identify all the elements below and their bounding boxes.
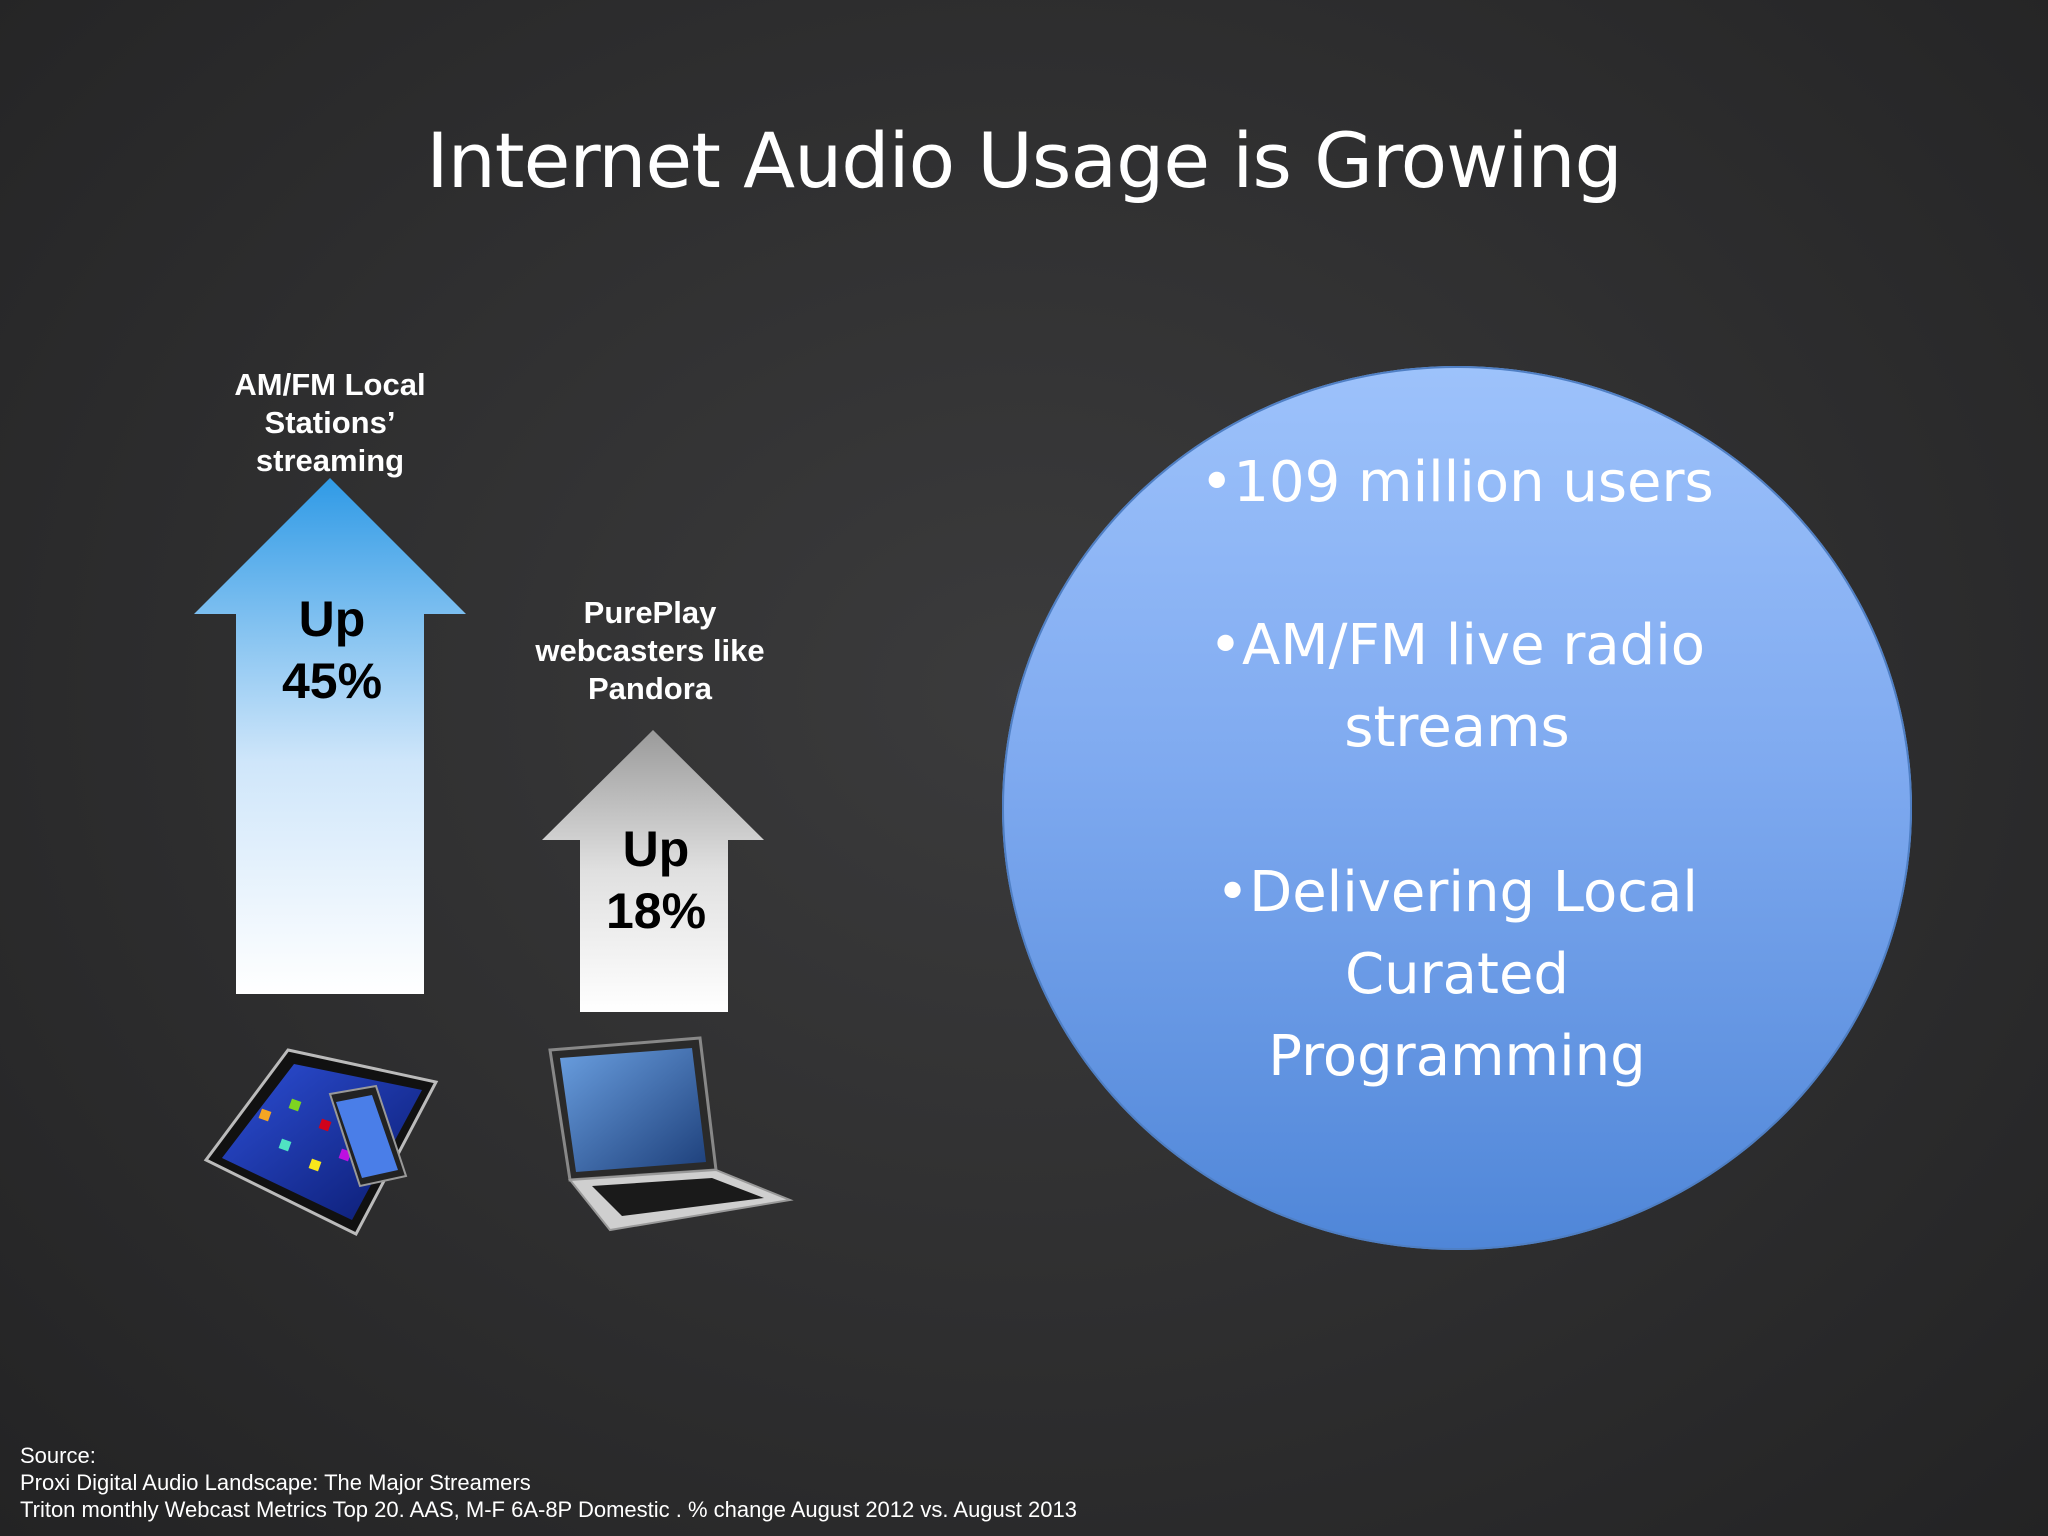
amfm-growth-line: Up <box>298 591 366 647</box>
circle-bullet-programming: •Delivering Local Curated Programming <box>1002 852 1912 1098</box>
pureplay-growth-line: 18% <box>605 883 707 939</box>
amfm-label-line: AM/FM Local <box>234 367 426 402</box>
amfm-growth-line: 45% <box>281 653 383 709</box>
amfm-label-line: streaming <box>255 443 405 478</box>
laptop-icon <box>548 1036 794 1232</box>
pureplay-label-line: webcasters like <box>535 633 765 668</box>
pureplay-growth-value: Up 18% <box>556 818 756 942</box>
amfm-growth-arrow-icon <box>194 478 466 994</box>
bullet-line: •AM/FM live radio <box>1208 613 1706 678</box>
highlights-circle <box>1002 366 1912 1250</box>
bullet-line: •Delivering Local <box>1216 860 1698 925</box>
bullet-line: streams <box>1344 695 1570 760</box>
pureplay-arrow-label: PurePlay webcasters like Pandora <box>510 594 790 708</box>
amfm-label-line: Stations’ <box>264 405 396 440</box>
circle-bullet-users: •109 million users <box>1002 442 1912 524</box>
pureplay-label-line: Pandora <box>587 671 713 706</box>
tablet-and-phone-icon <box>203 1048 439 1236</box>
bullet-line: •109 million users <box>1200 450 1714 515</box>
pureplay-label-line: PurePlay <box>583 595 717 630</box>
amfm-arrow-label: AM/FM Local Stations’ streaming <box>200 366 460 480</box>
source-footnote: Source: Proxi Digital Audio Landscape: T… <box>20 1442 1077 1523</box>
source-line: Proxi Digital Audio Landscape: The Major… <box>20 1470 531 1495</box>
circle-bullet-streams: •AM/FM live radio streams <box>1002 605 1912 769</box>
pureplay-growth-line: Up <box>622 821 690 877</box>
source-line: Triton monthly Webcast Metrics Top 20. A… <box>20 1497 1077 1522</box>
source-line: Source: <box>20 1443 96 1468</box>
bullet-line: Curated <box>1345 942 1569 1007</box>
bullet-line: Programming <box>1268 1024 1646 1089</box>
amfm-growth-value: Up 45% <box>232 588 432 712</box>
slide-title: Internet Audio Usage is Growing <box>426 116 1623 205</box>
pureplay-growth-arrow-icon <box>542 730 764 1012</box>
